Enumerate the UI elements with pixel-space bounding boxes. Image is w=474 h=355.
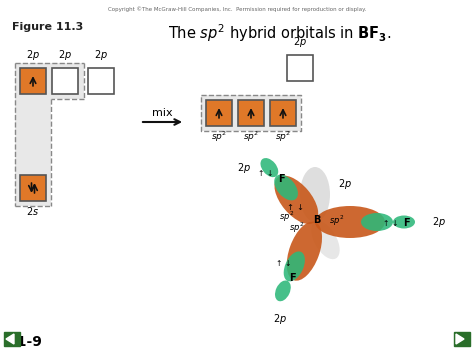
Bar [52,68,78,94]
Ellipse shape [300,167,330,222]
Polygon shape [456,334,464,344]
Text: F: F [278,174,285,184]
Text: $sp^2$: $sp^2$ [243,130,259,144]
Ellipse shape [393,215,415,229]
Ellipse shape [361,213,393,231]
Bar [454,332,470,346]
Text: $2p$: $2p$ [58,48,72,62]
Ellipse shape [274,175,298,200]
Text: $sp^2$: $sp^2$ [329,214,345,228]
Bar [238,100,264,126]
Ellipse shape [275,280,291,301]
Bar [287,55,313,81]
Ellipse shape [284,251,305,282]
Text: $sp^2$: $sp^2$ [279,210,295,224]
Text: $2p$: $2p$ [273,312,286,326]
Text: $2p$: $2p$ [293,35,307,49]
Text: F: F [403,218,410,228]
Text: $\uparrow\downarrow$: $\uparrow\downarrow$ [255,168,273,178]
Text: F: F [289,273,296,283]
Bar [270,100,296,126]
Polygon shape [6,334,14,344]
Text: Copyright ©The McGraw-Hill Companies, Inc.  Permission required for reproduction: Copyright ©The McGraw-Hill Companies, In… [108,6,366,12]
Text: $2s$: $2s$ [27,205,39,217]
Text: $\uparrow\downarrow$: $\uparrow\downarrow$ [273,258,292,268]
Text: $2p$: $2p$ [338,177,352,191]
Text: Figure 11.3: Figure 11.3 [12,22,83,32]
Bar [15,63,84,99]
Text: $2p$: $2p$ [26,48,40,62]
Ellipse shape [261,158,278,177]
Bar [206,100,232,126]
Text: $2p$: $2p$ [237,161,251,175]
Text: $sp^2$: $sp^2$ [211,130,227,144]
Bar [201,95,301,131]
Text: The $\it{sp}^2$ hybrid orbitals in $\bf{BF_3}$.: The $\it{sp}^2$ hybrid orbitals in $\bf{… [168,22,392,44]
Bar [20,68,46,94]
Text: 11-9: 11-9 [7,335,42,349]
Text: $2p$: $2p$ [432,215,446,229]
Text: $2p$: $2p$ [94,48,108,62]
Ellipse shape [287,222,322,281]
Bar [20,175,46,201]
Bar [88,68,114,94]
Text: $sp^2$: $sp^2$ [275,130,291,144]
Text: mix: mix [152,108,173,118]
Text: $\uparrow\downarrow$: $\uparrow\downarrow$ [381,218,399,228]
Ellipse shape [311,221,340,259]
Text: $sp^2$: $sp^2$ [290,221,305,235]
Bar [15,99,51,206]
Ellipse shape [315,206,385,238]
Ellipse shape [274,176,318,224]
Bar [4,332,20,346]
Text: $\uparrow\downarrow$: $\uparrow\downarrow$ [285,202,305,212]
Text: B: B [313,215,321,225]
